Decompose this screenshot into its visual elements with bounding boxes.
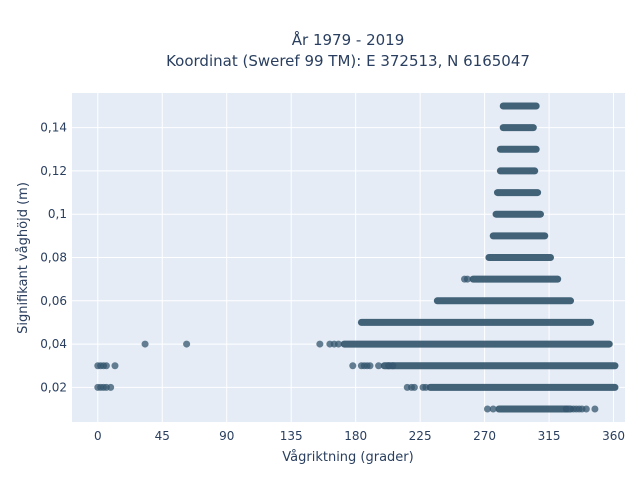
data-point — [183, 340, 191, 348]
y-tick-label: 0,14 — [40, 121, 67, 135]
chart-title-line1: År 1979 - 2019 — [292, 30, 405, 49]
data-point — [483, 405, 491, 413]
data-point — [375, 362, 383, 370]
data-point — [562, 405, 570, 413]
data-point — [334, 340, 342, 348]
y-tick-label: 0,1 — [48, 207, 67, 221]
y-tick-label: 0,06 — [40, 294, 67, 308]
data-point — [582, 405, 590, 413]
data-point — [316, 340, 324, 348]
tick-labels: 0 45 90 135 180 225 270 315 360 0,02 0,04 0,06 0,08 0… — [40, 121, 625, 443]
data-point — [111, 362, 119, 370]
x-tick-label: 45 — [155, 429, 170, 443]
x-tick-label: 270 — [473, 429, 496, 443]
x-tick-label: 315 — [538, 429, 561, 443]
x-tick-label: 180 — [344, 429, 367, 443]
x-tick-label: 90 — [219, 429, 234, 443]
data-point — [422, 383, 430, 391]
x-tick-label: 360 — [602, 429, 625, 443]
data-point — [489, 405, 497, 413]
data-point — [389, 362, 397, 370]
y-tick-label: 0,04 — [40, 337, 67, 351]
y-axis-title: Signifikant våghöjd (m) — [16, 182, 31, 334]
x-axis-title: Vågriktning (grader) — [282, 450, 413, 465]
data-point — [107, 383, 115, 391]
x-tick-label: 0 — [94, 429, 102, 443]
data-point — [410, 383, 418, 391]
chart-title-line2: Koordinat (Sweref 99 TM): E 372513, N 61… — [166, 52, 530, 70]
x-tick-label: 135 — [280, 429, 303, 443]
data-point — [141, 340, 149, 348]
data-layer — [94, 102, 619, 413]
x-tick-label: 225 — [409, 429, 432, 443]
y-tick-label: 0,08 — [40, 251, 67, 265]
data-point — [102, 362, 110, 370]
data-point — [349, 362, 357, 370]
data-point — [366, 362, 374, 370]
y-tick-label: 0,12 — [40, 164, 67, 178]
data-point — [463, 275, 471, 283]
y-tick-label: 0,02 — [40, 380, 67, 394]
data-point — [591, 405, 599, 413]
